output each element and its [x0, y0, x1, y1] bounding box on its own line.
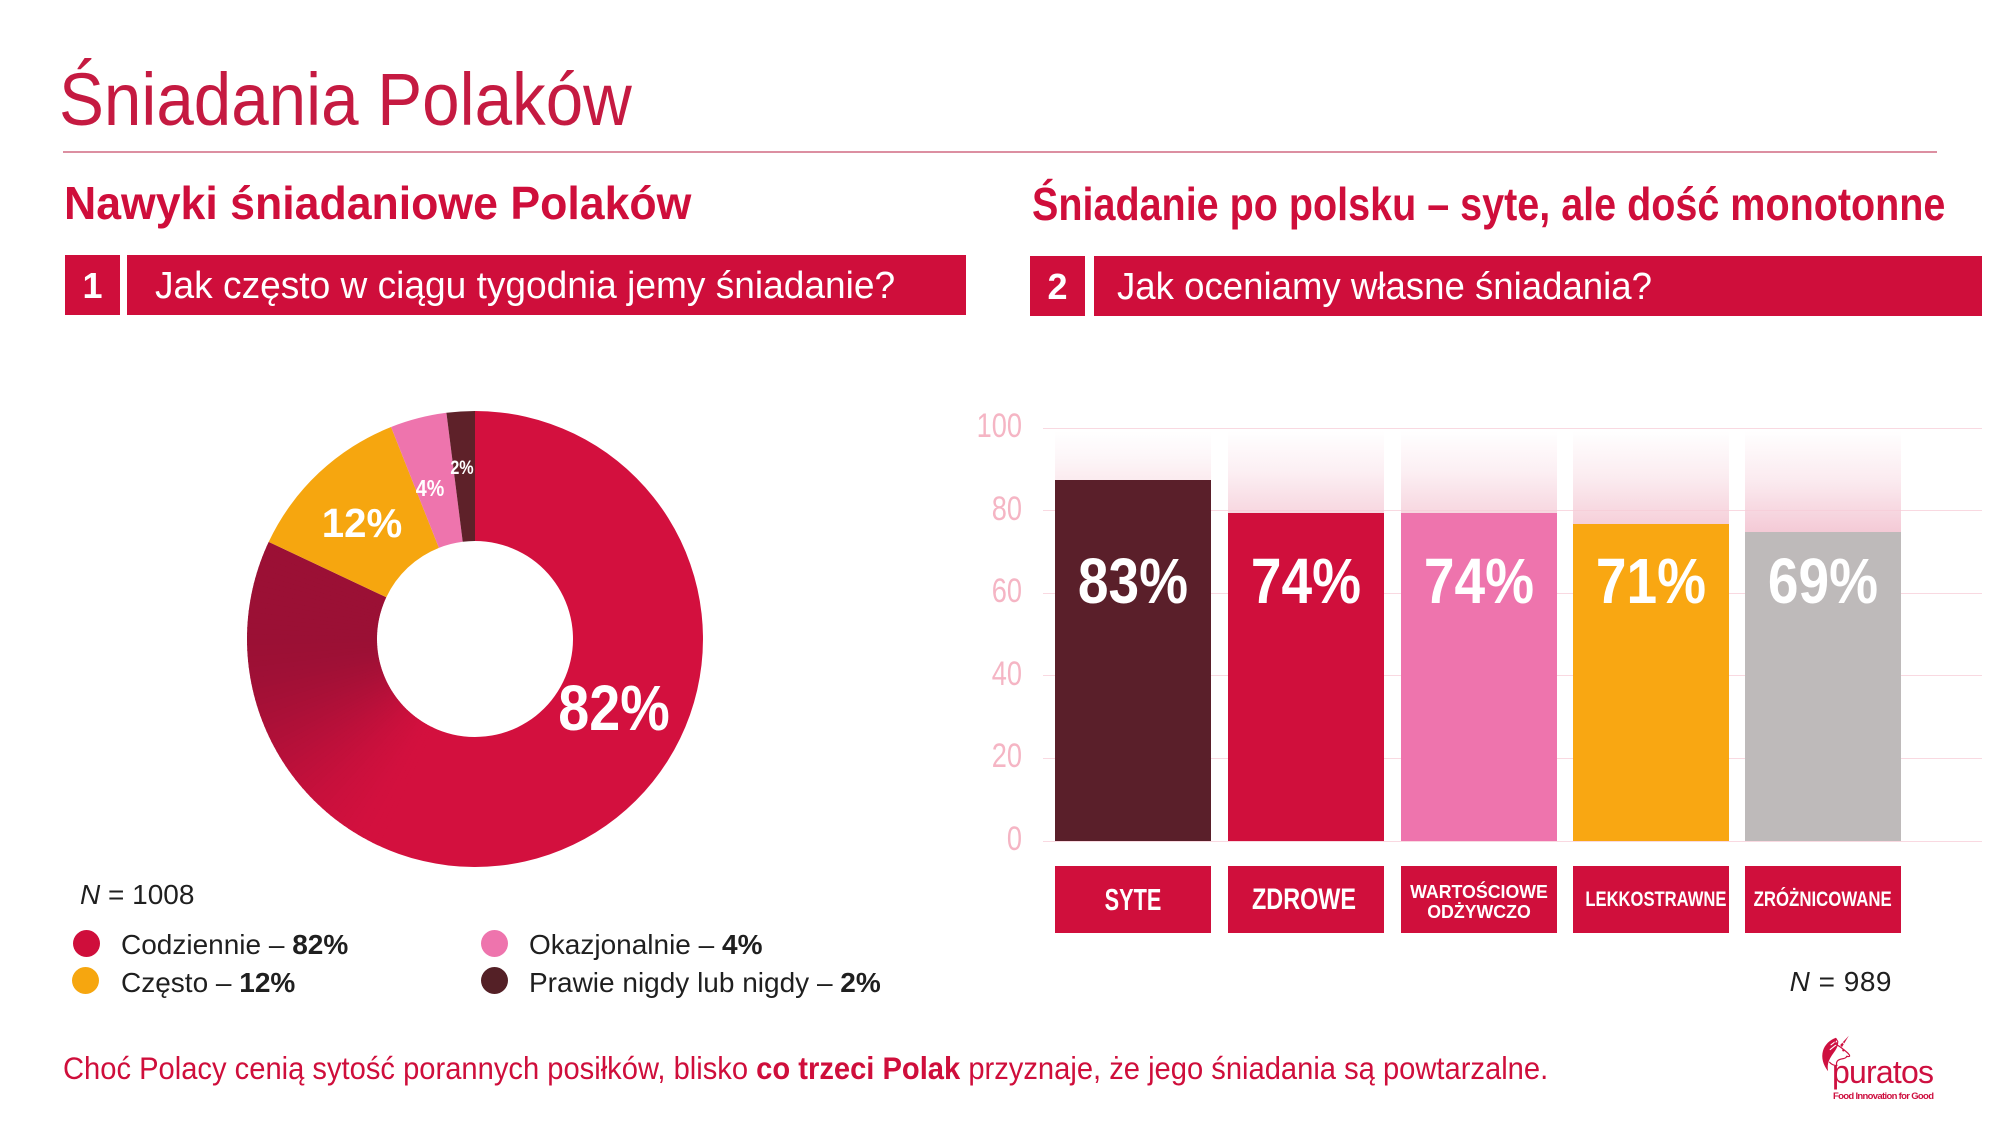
svg-text:Food Innovation for Good: Food Innovation for Good — [1833, 1091, 1934, 1102]
svg-text:puratos: puratos — [1832, 1054, 1934, 1090]
